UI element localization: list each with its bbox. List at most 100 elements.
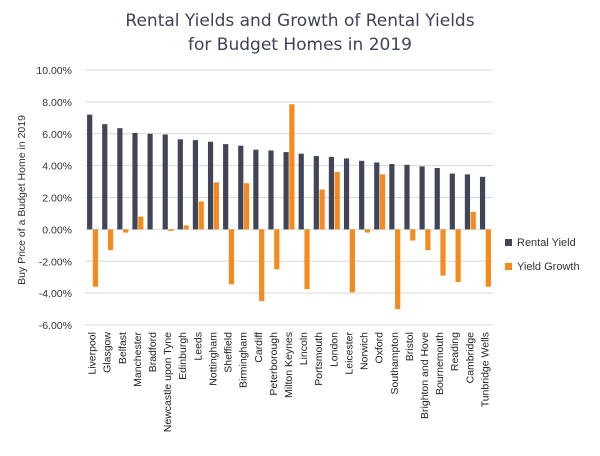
bar-yield-growth bbox=[440, 229, 446, 276]
x-category-label: Southampton bbox=[389, 332, 401, 395]
bar-yield-growth bbox=[319, 189, 325, 230]
x-category-label: Sheffield bbox=[223, 332, 235, 373]
x-category-label: London bbox=[328, 332, 340, 367]
x-category-label: Milton Keynes bbox=[283, 332, 295, 398]
bar-yield-growth bbox=[379, 174, 386, 230]
bar-yield-growth bbox=[395, 229, 401, 310]
bar-rental-yield bbox=[343, 158, 350, 230]
category-labels: Liverpool Glasgow Belfast Manchester Bradfor… bbox=[87, 331, 492, 432]
bar-yield-growth bbox=[334, 172, 340, 230]
bar-rental-yield bbox=[223, 144, 229, 230]
x-category-label: Tunbridge Wells bbox=[479, 332, 491, 407]
bar-yield-growth bbox=[168, 229, 174, 231]
bar-rental-yield bbox=[298, 153, 304, 230]
bar-yield-growth bbox=[198, 201, 204, 230]
bar-yield-growth bbox=[470, 211, 476, 230]
bar-yield-growth bbox=[425, 229, 431, 251]
x-category-label: Leicester bbox=[343, 332, 355, 375]
bar-rental-yield bbox=[238, 145, 244, 230]
y-tick-labels: -6.00% -4.00% -2.00% 0.00% 2.00% 4.00% 6.00% 8.… bbox=[36, 65, 72, 332]
bar-rental-yield bbox=[313, 156, 319, 230]
x-category-label: Nottingham bbox=[207, 332, 219, 386]
x-category-label: Bournemouth bbox=[434, 332, 446, 395]
bar-rental-yield bbox=[207, 141, 214, 230]
x-category-label: Oxford bbox=[374, 332, 386, 364]
bar-yield-growth bbox=[455, 229, 461, 282]
x-category-label: Peterborough bbox=[268, 332, 280, 396]
x-category-label: Bradford bbox=[147, 332, 159, 372]
y-tick-label: -4.00% bbox=[39, 288, 72, 300]
bar-yield-growth bbox=[289, 104, 295, 230]
legend-label-rental-yield: Rental Yield bbox=[517, 237, 576, 249]
bar-rental-yield bbox=[479, 176, 486, 230]
bar-rental-yield bbox=[177, 139, 183, 230]
chart-title-line-1: Rental Yields and Growth of Rental Yield… bbox=[125, 11, 474, 31]
bar-yield-growth bbox=[364, 229, 371, 233]
x-category-label: Birmingham bbox=[238, 332, 250, 388]
bar-yield-growth bbox=[349, 229, 355, 293]
bar-yield-growth bbox=[259, 229, 265, 302]
bar-yield-growth bbox=[410, 229, 416, 241]
x-category-label: Norwich bbox=[359, 332, 371, 370]
x-category-label: Cambridge bbox=[464, 332, 476, 384]
y-tick-label: 6.00% bbox=[42, 129, 72, 141]
x-category-label: Manchester bbox=[132, 331, 144, 386]
bar-rental-yield bbox=[374, 162, 380, 230]
legend-swatch-yield-growth bbox=[505, 263, 512, 270]
bar-yield-growth bbox=[243, 183, 250, 230]
bar-rental-yield bbox=[434, 168, 440, 230]
y-axis-title: Buy Price of a Budget Home in 2019 bbox=[16, 115, 28, 285]
legend-label-yield-growth: Yield Growth bbox=[517, 261, 580, 273]
x-category-label: Belfast bbox=[117, 332, 129, 364]
bar-rental-yield bbox=[328, 156, 335, 230]
x-category-label: Portsmouth bbox=[313, 332, 325, 386]
y-tick-label: -6.00% bbox=[39, 320, 72, 332]
bar-rental-yield bbox=[117, 128, 123, 230]
bar-rental-yield bbox=[404, 164, 410, 230]
bar-yield-growth bbox=[107, 229, 114, 251]
bar-rental-yield bbox=[253, 149, 259, 230]
x-category-label: Liverpool bbox=[87, 332, 99, 375]
bar-yield-growth bbox=[123, 229, 129, 233]
bar-rental-yield bbox=[283, 152, 289, 230]
gridlines bbox=[85, 69, 493, 326]
bar-rental-yield bbox=[419, 166, 425, 230]
bar-rental-yield bbox=[464, 174, 471, 230]
bar-rental-yield bbox=[359, 160, 365, 230]
bar-yield-growth bbox=[213, 182, 219, 230]
y-tick-label: 10.00% bbox=[36, 65, 72, 77]
legend-swatch-rental-yield bbox=[505, 239, 512, 246]
x-category-label: Cardiff bbox=[253, 332, 265, 363]
x-category-label: Brighton and Hove bbox=[419, 332, 431, 419]
bar-yield-growth bbox=[138, 216, 144, 230]
bar-yield-growth bbox=[485, 229, 491, 287]
bar-yield-growth bbox=[304, 229, 310, 290]
x-category-label: Reading bbox=[449, 332, 461, 371]
x-category-label: Glasgow bbox=[102, 332, 114, 373]
bars bbox=[87, 104, 491, 310]
chart-title-line-2: for Budget Homes in 2019 bbox=[188, 35, 412, 55]
y-tick-label: 0.00% bbox=[42, 224, 72, 236]
bar-yield-growth bbox=[183, 225, 189, 230]
bar-rental-yield bbox=[147, 133, 153, 230]
bar-rental-yield bbox=[192, 140, 199, 230]
bar-yield-growth bbox=[274, 229, 280, 270]
legend: Rental Yield Yield Growth bbox=[505, 237, 580, 273]
bar-rental-yield bbox=[389, 164, 395, 230]
y-tick-label: 4.00% bbox=[42, 161, 72, 173]
bar-rental-yield bbox=[102, 124, 108, 230]
x-category-label: Leeds bbox=[192, 332, 204, 361]
bar-yield-growth bbox=[228, 229, 235, 285]
bar-rental-yield bbox=[162, 134, 168, 230]
bar-rental-yield bbox=[268, 150, 274, 230]
bar-rental-yield bbox=[132, 132, 138, 230]
y-tick-label: 2.00% bbox=[42, 193, 72, 205]
y-tick-label: 8.00% bbox=[42, 97, 72, 109]
y-tick-label: -2.00% bbox=[39, 256, 72, 268]
x-category-label: Newcastle upon Tyne bbox=[162, 332, 174, 432]
bar-rental-yield bbox=[87, 114, 93, 230]
bar-rental-yield bbox=[449, 173, 455, 230]
x-category-label: Bristol bbox=[404, 332, 416, 361]
x-category-label: Edinburgh bbox=[177, 332, 189, 380]
